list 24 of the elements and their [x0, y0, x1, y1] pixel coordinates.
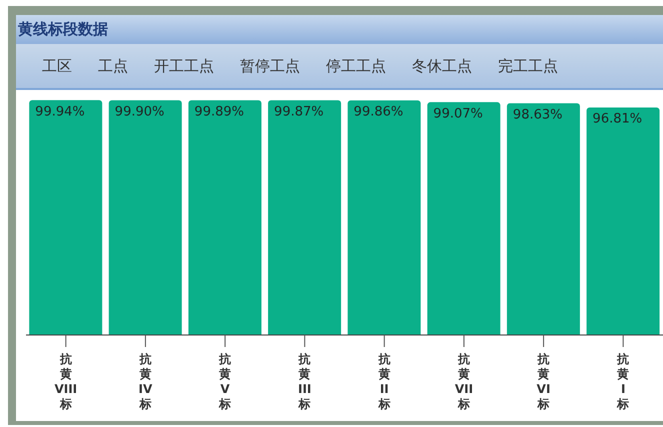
- x-tick-label: 抗黄VIII标: [54, 352, 78, 411]
- x-tick-label: 抗黄II标: [377, 352, 390, 411]
- data-label: 99.07%: [433, 106, 483, 122]
- data-label: 99.89%: [194, 104, 244, 120]
- chart-title: 黄线标段数据: [16, 15, 663, 44]
- text: 停工工点: [326, 56, 386, 76]
- text: 冬休工点: [412, 56, 472, 76]
- text: 开工工点: [154, 56, 214, 76]
- x-tick-label: 抗黄III标: [298, 352, 312, 411]
- data-label: 99.94%: [35, 104, 85, 120]
- data-label: 98.63%: [512, 107, 563, 122]
- x-tick-label: 抗黄I标: [616, 352, 630, 411]
- text: 完工工点: [498, 56, 558, 76]
- text: 工点: [98, 56, 128, 76]
- data-label: 99.90%: [114, 104, 164, 120]
- text: 工区: [42, 56, 72, 76]
- text: 暂停工点: [240, 56, 300, 76]
- data-label: 99.87%: [274, 104, 324, 120]
- x-tick-label: 抗黄VI标: [536, 352, 550, 411]
- x-tick-label: 抗黄IV标: [138, 352, 154, 411]
- x-tick-label: 抗黄VII标: [454, 352, 474, 411]
- data-label: 99.86%: [354, 104, 404, 120]
- data-label: 96.81%: [592, 112, 642, 127]
- x-tick-label: 抗黄V标: [218, 352, 232, 411]
